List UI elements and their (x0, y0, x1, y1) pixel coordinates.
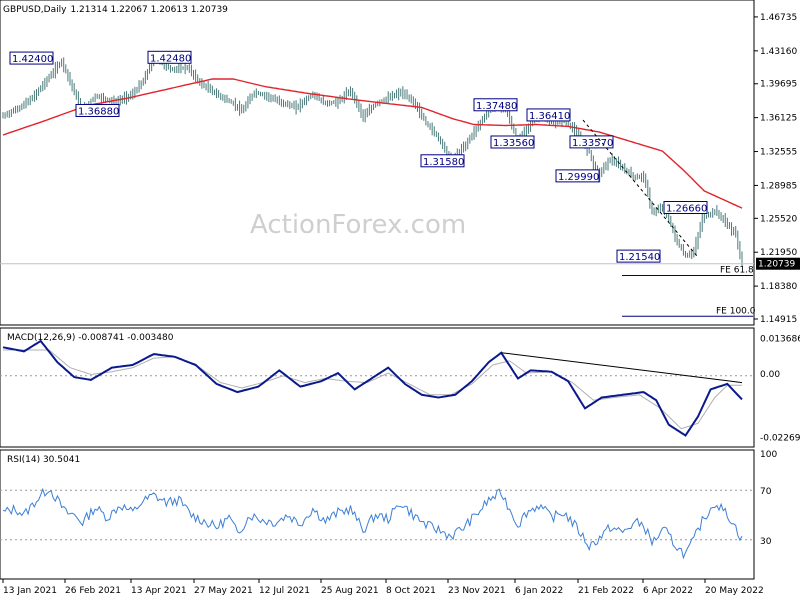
level-label: 1.33560 (493, 138, 534, 149)
level-label: 1.42480 (150, 53, 191, 64)
level-label: 1.29990 (558, 172, 599, 183)
level-label: 1.37480 (476, 101, 517, 112)
projection-dashed-line (582, 119, 698, 257)
macd-axis-label: -0.022698 (760, 433, 800, 443)
level-label: 1.36880 (78, 106, 119, 117)
macd-axis-label: 0.00 (760, 370, 780, 380)
date-axis-label: 21 Feb 2022 (578, 586, 634, 596)
annotations-layer: 1.42400 1.36880 1.42480 1.31580 1.37480 1.335… (0, 50, 756, 317)
ohlc-header: 1.21314 1.22067 1.20613 1.20739 (70, 5, 228, 15)
level-label-box (473, 98, 518, 112)
level-label-box (569, 135, 614, 149)
rsi-axis-label: 30 (760, 537, 772, 547)
date-axis-label: 6 Jan 2022 (515, 586, 563, 596)
date-axis-label: 12 Jul 2021 (259, 586, 310, 596)
price-axis-label: 1.46735 (760, 13, 797, 23)
level-label: 1.42400 (12, 54, 53, 65)
date-axis-label: 8 Oct 2021 (386, 586, 436, 596)
level-label: 1.36410 (529, 111, 570, 122)
level-label: 1.21540 (619, 252, 660, 263)
macd-axis-label: 0.013686 (760, 335, 800, 345)
rsi-panel-title: RSI(14) 30.5041 (7, 455, 80, 465)
current-price-tag (756, 257, 800, 270)
level-label-box (9, 51, 54, 65)
date-axis-label: 25 Aug 2021 (321, 586, 379, 596)
level-label-box (490, 135, 535, 149)
price-title: GBPUSD,Daily (3, 5, 67, 15)
date-axis-label: 27 May 2021 (194, 586, 253, 596)
rsi-panel-frame (0, 449, 755, 580)
macd-panel-title: MACD(12,26,9) -0.008741 -0.003480 (7, 333, 174, 343)
price-axis-label: 1.14915 (760, 315, 797, 325)
price-panel-title: GBPUSD,Daily 1.21314 1.22067 1.20613 1.20… (3, 5, 228, 15)
price-axis-label: 1.32555 (760, 148, 797, 158)
current-price-label: 1.20739 (758, 260, 795, 270)
level-label-box (75, 103, 120, 117)
level-label-box (147, 50, 192, 64)
rsi-layer (0, 487, 754, 560)
date-axis-label: 20 May 2022 (705, 586, 764, 596)
rsi-axis-label: 100 (760, 450, 777, 460)
fe-level-label: FE 61.8 (720, 265, 754, 275)
level-label: 1.26660 (666, 204, 707, 215)
rsi-axis-label: 70 (760, 487, 772, 497)
macd-zero-tag (756, 369, 800, 382)
macd-panel-frame (0, 327, 755, 448)
macd-line (2, 339, 743, 437)
date-axis-label: 13 Apr 2021 (131, 586, 187, 596)
date-axis-label: 6 Apr 2022 (643, 586, 693, 596)
price-axis-label: 1.43160 (760, 47, 797, 57)
level-label-box (616, 249, 661, 263)
price-axis-label: 1.21950 (760, 248, 797, 258)
level-label-box (526, 108, 571, 122)
level-label: 1.33570 (572, 138, 613, 149)
watermark-text: ActionForex.com (250, 210, 466, 240)
rsi-line (2, 487, 743, 560)
date-axis-label: 23 Nov 2021 (448, 586, 506, 596)
price-axis-label: 1.28985 (760, 181, 797, 191)
macd-signal-line (3, 349, 742, 430)
level-label-box (555, 169, 600, 183)
axes-layer: 1.46735 1.43160 1.39695 1.36125 1.32555 1.289… (2, 13, 800, 596)
moving-average-line (2, 78, 743, 209)
level-label-box (420, 154, 465, 168)
price-axis-label: 1.36125 (760, 114, 797, 124)
level-label-box (663, 201, 708, 215)
date-axis-label: 26 Feb 2021 (65, 586, 121, 596)
price-axis-label: 1.25520 (760, 214, 797, 224)
moving-average-layer (2, 78, 743, 209)
level-label: 1.31580 (423, 157, 464, 168)
macd-trendline (501, 352, 743, 384)
price-panel-frame (0, 0, 755, 326)
price-axis-label: 1.39695 (760, 80, 797, 90)
date-axis-label: 13 Jan 2021 (3, 586, 57, 596)
fe-level-label: FE 100.0 (716, 306, 756, 316)
price-axis-label: 1.18380 (760, 282, 797, 292)
macd-layer (0, 339, 754, 437)
